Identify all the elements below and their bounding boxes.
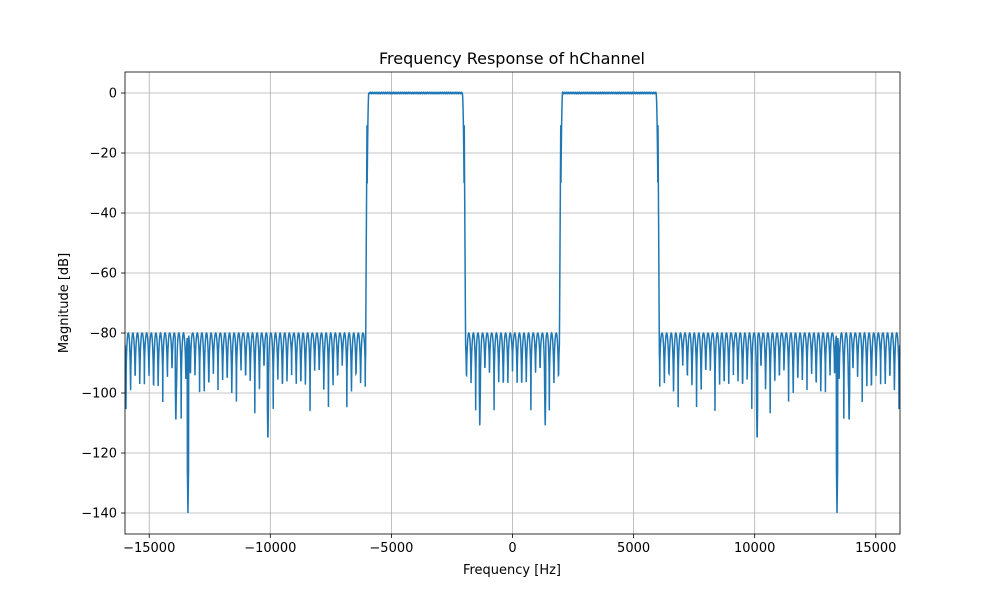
y-axis: 0 −20 −40 −60 −80 −100 −120 −140 bbox=[81, 87, 125, 522]
y-tick-label: −100 bbox=[81, 387, 117, 402]
x-tick-label: 15000 bbox=[855, 541, 896, 556]
x-tick-label: −10000 bbox=[244, 541, 296, 556]
y-tick-label: −140 bbox=[81, 507, 117, 522]
y-tick-label: −40 bbox=[90, 207, 117, 222]
x-tick-label: −5000 bbox=[369, 541, 413, 556]
x-tick-label: 5000 bbox=[617, 541, 650, 556]
x-tick-label: 0 bbox=[508, 541, 516, 556]
x-tick-label: 10000 bbox=[734, 541, 775, 556]
y-tick-label: 0 bbox=[109, 87, 117, 102]
y-tick-label: −120 bbox=[81, 447, 117, 462]
chart-title: Frequency Response of hChannel bbox=[379, 49, 645, 68]
y-axis-label: Magnitude [dB] bbox=[57, 253, 72, 353]
series-line bbox=[125, 90, 900, 514]
x-axis: −15000 −10000 −5000 0 5000 10000 15000 bbox=[123, 534, 896, 556]
y-tick-label: −20 bbox=[90, 147, 117, 162]
y-tick-label: −80 bbox=[90, 327, 117, 342]
x-axis-label: Frequency [Hz] bbox=[463, 563, 561, 578]
plot-area bbox=[125, 90, 900, 514]
y-tick-label: −60 bbox=[90, 267, 117, 282]
x-tick-label: −15000 bbox=[123, 541, 175, 556]
